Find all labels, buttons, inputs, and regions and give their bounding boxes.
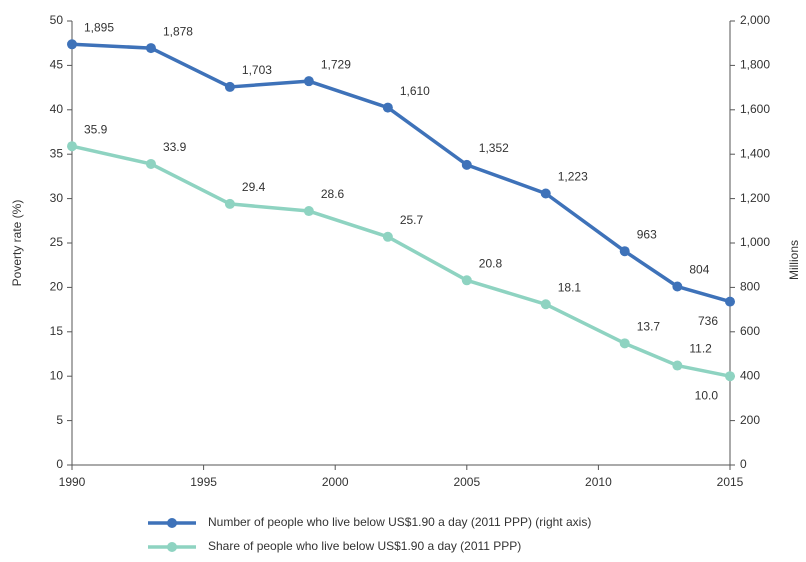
series-marker [540,188,551,199]
y2-tick-label: 1,200 [740,191,770,205]
series-line [71,144,731,378]
data-label: 1,878 [163,24,193,38]
data-label: 13.7 [637,320,661,334]
series-marker [619,246,630,257]
y-tick-label: 40 [50,102,64,116]
y-tick-label: 50 [50,13,64,27]
data-label: 10.0 [695,388,719,402]
y2-tick-label: 2,000 [740,13,770,27]
data-label: 963 [637,227,657,241]
data-label: 1,223 [558,170,588,184]
legend-label: Share of people who live below US$1.90 a… [208,539,521,553]
data-label: 736 [698,314,718,328]
legend-marker [167,518,177,528]
data-label: 35.9 [84,122,108,136]
series-marker [303,76,314,87]
y2-tick-label: 1,400 [740,146,770,160]
legend-label: Number of people who live below US$1.90 … [208,515,591,529]
series-marker [619,338,630,349]
data-label: 804 [689,263,709,277]
data-label: 1,610 [400,84,430,98]
x-tick-label: 2000 [322,475,349,489]
data-label: 1,729 [321,57,351,71]
x-tick-label: 2015 [717,475,744,489]
series-marker [672,360,683,371]
y-axis-label: Poverty rate (%) [10,200,24,287]
x-tick-label: 2010 [585,475,612,489]
data-label: 29.4 [242,180,266,194]
series-marker [725,371,735,382]
y2-tick-label: 400 [740,368,760,382]
series-marker [461,159,472,170]
y2-tick-label: 0 [740,457,747,471]
y-tick-label: 20 [50,280,64,294]
series-marker [672,281,683,292]
y2-tick-label: 200 [740,413,760,427]
series-marker [145,158,156,169]
y-tick-label: 30 [50,191,64,205]
y2-tick-label: 1,600 [740,102,770,116]
data-label: 33.9 [163,140,187,154]
series-marker [382,231,393,242]
y-tick-label: 10 [50,368,64,382]
y2-tick-label: 600 [740,324,760,338]
x-tick-label: 1995 [190,475,217,489]
data-label: 1,352 [479,141,509,155]
series-marker [461,275,472,286]
data-label: 25.7 [400,213,424,227]
data-label: 18.1 [558,280,582,294]
y-tick-label: 15 [50,324,64,338]
y2-tick-label: 1,000 [740,235,770,249]
y-tick-label: 35 [50,146,64,160]
y2-axis-label: Millions [787,240,801,280]
data-label: 20.8 [479,256,503,270]
series-marker [303,206,314,217]
y-tick-label: 25 [50,235,64,249]
y2-tick-label: 1,800 [740,58,770,72]
series-marker [67,39,77,50]
series-marker [224,198,235,209]
series-marker [725,296,735,307]
series-marker [67,141,77,152]
data-label: 28.6 [321,187,345,201]
x-tick-label: 1990 [59,475,86,489]
data-label: 11.2 [689,342,712,356]
series-marker [382,102,393,113]
y-tick-label: 45 [50,58,64,72]
x-tick-label: 2005 [453,475,480,489]
data-label: 1,895 [84,20,114,34]
legend-marker [167,542,177,552]
y-tick-label: 5 [56,413,63,427]
data-label: 1,703 [242,63,272,77]
y-tick-label: 0 [56,457,63,471]
series-marker [145,43,156,54]
series-marker [224,81,235,92]
y2-tick-label: 800 [740,280,760,294]
series-marker [540,299,551,310]
series-line [71,42,731,304]
